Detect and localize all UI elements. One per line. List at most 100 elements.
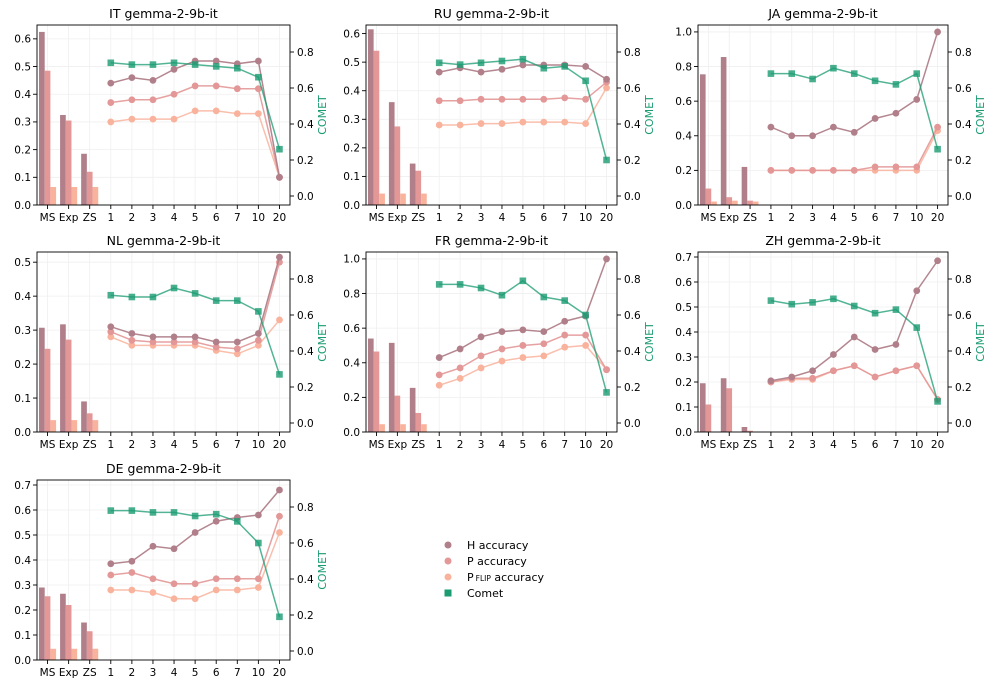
bar-h-exp (60, 324, 66, 432)
line-series-comet (107, 507, 283, 621)
point-p-10 (254, 336, 262, 344)
bar-pflip-exp (400, 193, 406, 205)
bar-p-ms (44, 348, 51, 432)
bar-p-zs (415, 170, 422, 205)
x-tick-label: Exp (59, 212, 79, 224)
subplot-title: JA gemma-2-9b-it (767, 6, 877, 21)
line-series-h (107, 486, 283, 568)
point-h-4 (170, 65, 178, 73)
y2-tick-label: 0.4 (297, 574, 314, 586)
point-h-2 (456, 345, 464, 353)
bar-pflip-exp (71, 648, 78, 660)
axes-frame (36, 24, 291, 206)
y-tick-label: 1.0 (343, 254, 360, 266)
point-pflip-7 (233, 110, 241, 118)
point-pflip-7 (561, 118, 569, 126)
y-tick-label: 0.2 (14, 144, 31, 156)
point-h-4 (170, 333, 178, 341)
point-comet-2 (128, 61, 136, 68)
point-h-3 (809, 132, 816, 140)
x-tick-label: Exp (59, 439, 79, 451)
y-tick-label: 0.2 (675, 377, 692, 389)
point-p-20 (603, 366, 610, 374)
x-tick-label: 20 (931, 212, 944, 224)
point-p-2 (128, 96, 136, 104)
x-tick-label: 10 (579, 212, 592, 224)
x-tick-label: 1 (436, 439, 443, 451)
bar-series (39, 31, 99, 205)
x-tick-label: Exp (719, 212, 739, 224)
point-comet-20 (603, 389, 610, 396)
x-tick-label: 2 (457, 439, 464, 451)
y-tick-label: 0.2 (343, 392, 360, 404)
subplot-title: IT gemma-2-9b-it (109, 6, 218, 21)
point-pflip-7 (233, 350, 241, 358)
x-tick-label: 2 (457, 212, 464, 224)
axes-frame (36, 251, 291, 433)
point-pflip-4 (498, 357, 506, 365)
x-tick-label: 7 (893, 439, 900, 451)
bar-p-ms (44, 70, 51, 205)
x-tick-label: 1 (436, 212, 443, 224)
y-tick-label: 0.8 (675, 61, 692, 73)
x-tick-label: ZS (411, 439, 425, 451)
y2-tick-label: 0.6 (955, 310, 972, 322)
point-comet-4 (830, 64, 837, 72)
bar-series (699, 378, 753, 432)
x-tick-label: 2 (129, 439, 136, 451)
x-tick-label: ZS (83, 667, 97, 679)
point-pflip-10 (582, 342, 590, 349)
subplot-3: 0.0 0.2 0.4 0.6 0.8 1.0 0.0 0.2 0.4 0.6 0.8 COMET MS… (675, 6, 987, 224)
point-pflip-10 (254, 110, 262, 118)
bar-h-ms (39, 587, 45, 660)
point-comet-10 (255, 73, 262, 81)
y-tick-label: 1.0 (675, 27, 692, 39)
line-series-p (435, 331, 610, 379)
point-comet-10 (582, 311, 589, 319)
bar-p-exp (65, 605, 72, 660)
grid (698, 252, 948, 433)
y-tick-label: 0.8 (343, 288, 360, 300)
bar-p-exp (394, 126, 401, 205)
point-pflip-2 (128, 115, 136, 123)
point-h-2 (128, 557, 136, 565)
bar-p-zs (86, 171, 93, 205)
point-h-10 (913, 287, 921, 295)
y2-tick-label: 0.0 (624, 191, 641, 203)
point-p-3 (809, 374, 816, 382)
x-tick-label: 3 (809, 212, 816, 224)
legend-marker-square (444, 589, 452, 597)
point-h-6 (212, 517, 220, 525)
x-tick-label: 3 (150, 667, 157, 679)
x-tick-label: 7 (561, 212, 568, 224)
point-p-7 (233, 345, 241, 353)
point-pflip-20 (276, 529, 283, 536)
bar-h-zs (409, 387, 416, 432)
bar-p-ms (705, 188, 712, 205)
y-tick-label: 0.2 (14, 359, 31, 371)
y2-tick-label: 0.4 (297, 346, 314, 358)
y-tick-label: 0.5 (675, 302, 692, 314)
bar-pflip-exp (400, 424, 406, 432)
bar-h-ms (39, 327, 45, 432)
y2-tick-label: 0.6 (624, 310, 641, 322)
bar-h-zs (81, 622, 87, 660)
point-pflip-1 (107, 333, 115, 341)
point-comet-2 (456, 61, 464, 68)
point-comet-1 (767, 70, 775, 77)
point-h-4 (498, 65, 506, 73)
y-tick-label: 0.5 (343, 57, 360, 69)
point-h-5 (191, 333, 199, 341)
legend-item: Comet (444, 587, 504, 600)
bar-h-exp (388, 342, 395, 432)
bar-series (367, 338, 427, 432)
y-axis-left: 0.0 0.1 0.2 0.3 0.4 0.5 0.6 (343, 28, 366, 212)
legend-label: P FLIP accuracy (467, 571, 544, 584)
x-axis: MS Exp ZS 1 2 3 4 5 6 7 10 20 (701, 432, 944, 451)
point-pflip-3 (477, 120, 485, 127)
x-tick-label: 2 (129, 212, 136, 224)
y-tick-label: 0.6 (675, 277, 692, 289)
point-comet-3 (149, 61, 157, 68)
y-tick-label: 0.6 (14, 34, 31, 46)
